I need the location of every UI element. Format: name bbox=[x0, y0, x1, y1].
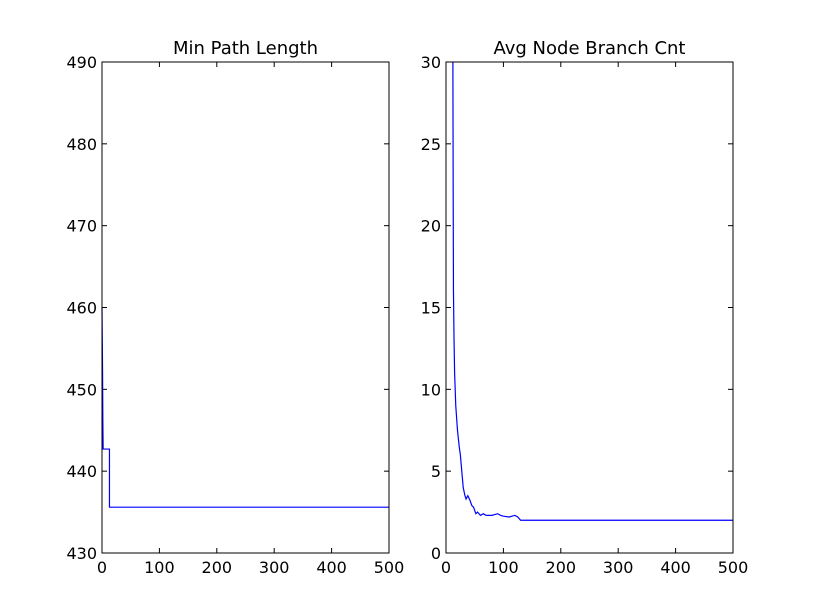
y-tick-label: 5 bbox=[431, 462, 441, 481]
y-tick-label: 20 bbox=[421, 217, 441, 236]
plot-frame bbox=[445, 61, 734, 554]
x-tick-label: 200 bbox=[202, 558, 233, 577]
chart-min-path-length: Min Path Length 0 100 200 300 400 500 430 440 45… bbox=[66, 38, 404, 577]
chart-avg-node-branch-cnt: Avg Node Branch Cnt 0 100 200 300 400 500 0 5 10… bbox=[421, 38, 749, 577]
x-tick-label: 300 bbox=[603, 558, 634, 577]
chart-title: Avg Node Branch Cnt bbox=[493, 38, 685, 59]
x-tick-label: 0 bbox=[97, 558, 107, 577]
y-tick-label: 490 bbox=[66, 53, 97, 72]
x-tick-label: 200 bbox=[546, 558, 577, 577]
x-tick-label: 300 bbox=[259, 558, 290, 577]
x-tick-label: 500 bbox=[374, 558, 405, 577]
y-tick-label: 430 bbox=[66, 544, 97, 563]
y-tick-label: 450 bbox=[66, 380, 97, 399]
tick-group: 0 100 200 300 400 500 0 5 10 15 20 25 30 bbox=[421, 53, 749, 577]
y-tick-label: 470 bbox=[66, 217, 97, 236]
y-tick-label: 10 bbox=[421, 380, 441, 399]
y-tick-label: 440 bbox=[66, 462, 97, 481]
series-line bbox=[452, 61, 733, 521]
series-line bbox=[101, 307, 389, 508]
x-tick-label: 400 bbox=[660, 558, 691, 577]
plot-frame bbox=[101, 61, 390, 554]
y-tick-label: 25 bbox=[421, 135, 441, 154]
x-tick-label: 100 bbox=[144, 558, 175, 577]
y-tick-label: 15 bbox=[421, 299, 441, 318]
x-tick-label: 0 bbox=[441, 558, 451, 577]
y-tick-label: 30 bbox=[421, 53, 441, 72]
tick-group: 0 100 200 300 400 500 430 440 450 460 470 480 490 bbox=[66, 53, 404, 577]
y-tick-label: 480 bbox=[66, 135, 97, 154]
chart-title: Min Path Length bbox=[173, 38, 318, 59]
y-tick-label: 0 bbox=[431, 544, 441, 563]
x-tick-label: 500 bbox=[718, 558, 749, 577]
x-tick-label: 400 bbox=[316, 558, 347, 577]
x-tick-label: 100 bbox=[488, 558, 519, 577]
y-tick-label: 460 bbox=[66, 299, 97, 318]
